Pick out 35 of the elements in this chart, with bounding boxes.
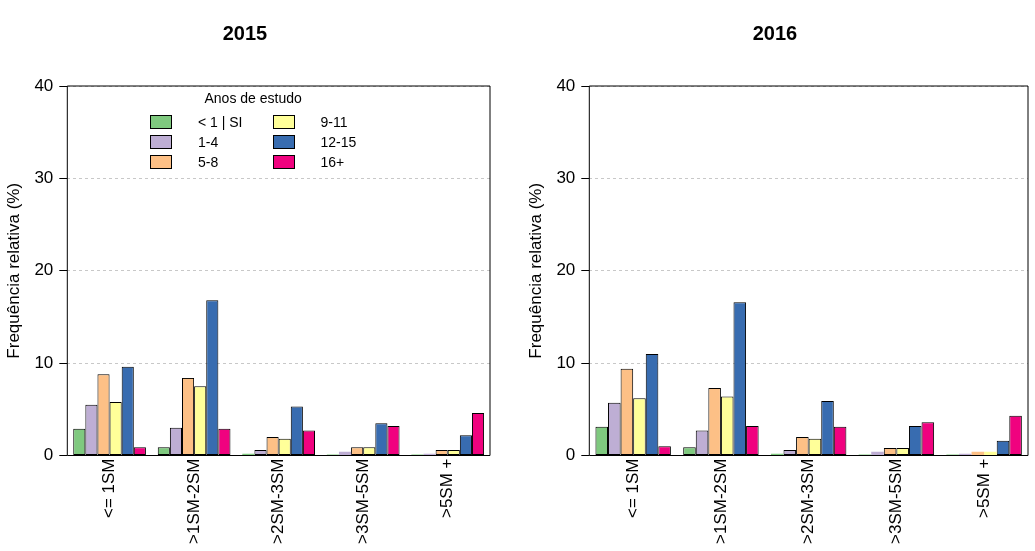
y-tick-label: 40 (556, 75, 576, 95)
legend-label: 9-11 (320, 114, 348, 130)
y-tick-label: 10 (556, 352, 576, 372)
legend-label: 12-15 (320, 134, 357, 150)
legend-label: 16+ (320, 154, 345, 170)
x-tick-label: >3SM-5SM (886, 458, 906, 544)
y-tick-label: 0 (43, 445, 54, 465)
y-tick-label: 10 (34, 352, 54, 372)
x-tick-label: >5SM + (437, 458, 457, 519)
y-tick-label: 0 (565, 445, 576, 465)
y-tick-label: 20 (34, 260, 54, 280)
x-tick-label: >2SM-3SM (268, 458, 288, 544)
bar (338, 451, 352, 455)
x-tick-label: <= 1SM (99, 458, 119, 519)
x-tick-label: >5SM + (973, 458, 993, 519)
y-axis-title: Frequência relativa (%) (525, 182, 545, 359)
bar (971, 451, 985, 455)
y-tick-label: 30 (34, 168, 54, 188)
bar (984, 451, 997, 455)
x-tick-label: >2SM-3SM (798, 458, 818, 544)
x-tick-label: >1SM-2SM (710, 458, 730, 544)
legend-label: < 1 | SI (198, 114, 243, 130)
y-tick-label: 40 (34, 75, 54, 95)
x-tick-label: >3SM-5SM (352, 458, 372, 544)
y-tick-label: 30 (556, 168, 576, 188)
y-axis-title: Frequência relativa (%) (3, 182, 23, 359)
legend-title: Anos de estudo (203, 90, 303, 106)
bar (871, 451, 884, 455)
legend-label: 1-4 (198, 134, 219, 150)
chart-title: 2015 (222, 21, 268, 44)
y-tick-label: 20 (556, 260, 576, 280)
x-tick-label: <= 1SM (622, 458, 642, 519)
chart-title: 2016 (752, 21, 798, 44)
x-tick-label: >1SM-2SM (183, 458, 203, 544)
legend-label: 5-8 (198, 154, 219, 170)
